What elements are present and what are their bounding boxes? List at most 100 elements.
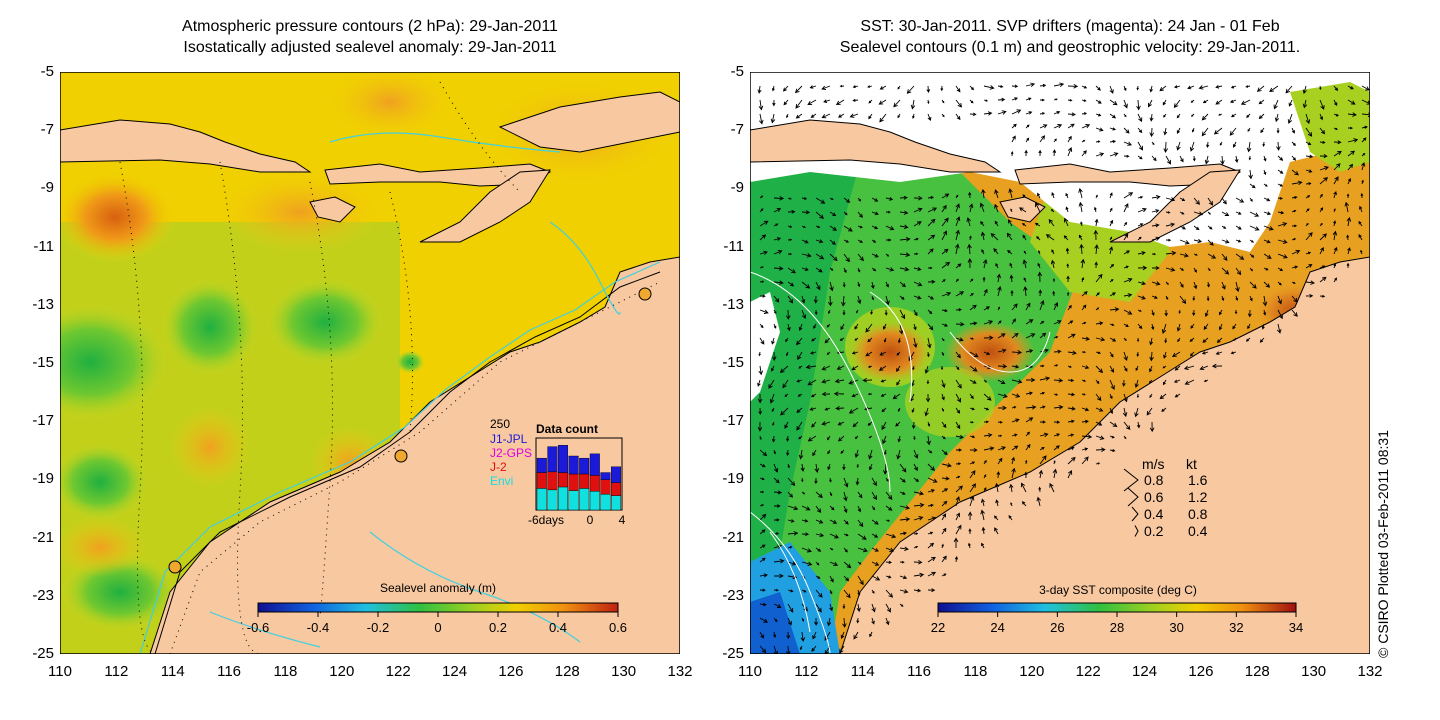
velocity-arrow [773, 249, 783, 255]
velocity-arrow [857, 547, 868, 553]
velocity-arrow [1174, 85, 1181, 89]
velocity-arrow [1305, 264, 1313, 269]
velocity-arrow [882, 323, 887, 330]
velocity-arrow [1095, 99, 1102, 104]
velocity-arrow [1011, 456, 1016, 465]
velocity-arrow [1347, 150, 1356, 157]
velocity-arrow [1219, 141, 1223, 146]
velocity-arrow [1273, 99, 1279, 110]
velocity-arrow [759, 337, 765, 345]
velocity-arrow [867, 365, 873, 368]
velocity-arrow [871, 491, 877, 501]
velocity-arrow [941, 204, 947, 213]
velocity-arrow [1023, 277, 1027, 283]
velocity-arrow [1235, 211, 1242, 215]
pressure-contours [119, 81, 661, 654]
velocity-arrow [1216, 337, 1223, 344]
velocity-arrow [1151, 236, 1161, 241]
velocity-arrow [980, 498, 985, 507]
velocity-arrow [1218, 113, 1223, 116]
velocity-arrow [1053, 138, 1057, 143]
velocity-arrow [1249, 239, 1254, 243]
velocity-arrow [1319, 85, 1322, 91]
velocity-arrow [871, 617, 875, 625]
velocity-arrow [1263, 183, 1268, 187]
velocity-arrow [1134, 407, 1139, 418]
velocity-arrow [1137, 155, 1143, 160]
velocity-arrow [787, 546, 793, 549]
velocity-arrow [1206, 295, 1210, 302]
velocity-arrow [955, 216, 961, 227]
velocity-arrow [757, 379, 761, 387]
velocity-arrow [885, 491, 893, 500]
velocity-arrow [941, 527, 947, 535]
velocity-arrow [1039, 332, 1047, 339]
velocity-arrow [899, 603, 904, 607]
velocity-arrow [1319, 233, 1327, 241]
velocity-arrow [1067, 406, 1076, 411]
velocity-arrow [798, 323, 803, 331]
velocity-arrow [1022, 194, 1027, 199]
velocity-arrow [1025, 97, 1032, 101]
velocity-arrow [913, 281, 923, 287]
velocity-arrow [1234, 309, 1238, 315]
velocity-arrow [995, 499, 999, 507]
velocity-arrow [771, 351, 777, 362]
left-panel-title: Atmospheric pressure contours (2 hPa): 2… [60, 16, 680, 58]
velocity-arrow [1319, 99, 1325, 110]
velocity-arrow [983, 111, 993, 116]
velocity-arrow [787, 531, 799, 536]
velocity-arrow [1137, 127, 1143, 134]
velocity-arrow [1248, 155, 1252, 161]
velocity-arrow [826, 351, 831, 355]
velocity-arrow [826, 435, 831, 441]
velocity-arrow [1053, 460, 1056, 465]
velocity-arrow [857, 505, 862, 513]
velocity-arrow [815, 267, 823, 273]
data-count-legend-item: J-2 [490, 460, 507, 474]
svg-text:© CSIRO Plotted 03-Feb-2011 08: © CSIRO Plotted 03-Feb-2011 08:31 [1375, 430, 1391, 658]
velocity-arrow [1109, 292, 1116, 297]
velocity-arrow [1067, 419, 1075, 424]
velocity-arrow [885, 505, 893, 511]
velocity-arrow [882, 435, 887, 445]
velocity-arrow [969, 495, 975, 507]
velocity-arrow [1276, 141, 1281, 151]
data-count-bar-j2 [600, 479, 611, 495]
velocity-arrow [871, 561, 880, 566]
velocity-arrow [1051, 192, 1055, 199]
velocity-arrow [1305, 141, 1312, 146]
velocity-arrow [1151, 252, 1157, 256]
velocity-arrow [1179, 252, 1189, 258]
velocity-arrow [941, 230, 948, 241]
velocity-arrow [1221, 211, 1230, 216]
velocity-arrow [941, 435, 946, 440]
velocity-arrow [1037, 192, 1041, 199]
velocity-arrow [955, 85, 961, 93]
velocity-arrow [1095, 462, 1101, 465]
velocity-arrow [897, 113, 901, 119]
velocity-arrow [1081, 112, 1088, 115]
left-lon-tick: 122 [385, 663, 411, 680]
data-count-title: Data count [536, 422, 598, 436]
velocity-arrow [768, 379, 775, 389]
velocity-arrow [1067, 99, 1073, 102]
velocity-arrow [1229, 127, 1237, 136]
velocity-arrow [1347, 138, 1359, 143]
velocity-arrow [1206, 281, 1211, 288]
data-count-x-tick: 4 [619, 513, 626, 527]
velocity-arrow [927, 463, 935, 471]
velocity-arrow [899, 266, 910, 272]
velocity-arrow [1263, 155, 1267, 162]
velocity-arrow [980, 231, 986, 241]
velocity-arrow [1067, 456, 1076, 465]
velocity-arrow [828, 295, 833, 307]
velocity-arrow [1137, 323, 1143, 330]
left-lon-tick: 120 [329, 663, 355, 680]
velocity-arrow [1277, 155, 1284, 161]
velocity-arrow [955, 308, 962, 312]
velocity-arrow [927, 195, 935, 200]
velocity-arrow [1245, 337, 1251, 342]
velocity-arrow [927, 309, 933, 315]
velocity-arrow [1240, 99, 1251, 105]
